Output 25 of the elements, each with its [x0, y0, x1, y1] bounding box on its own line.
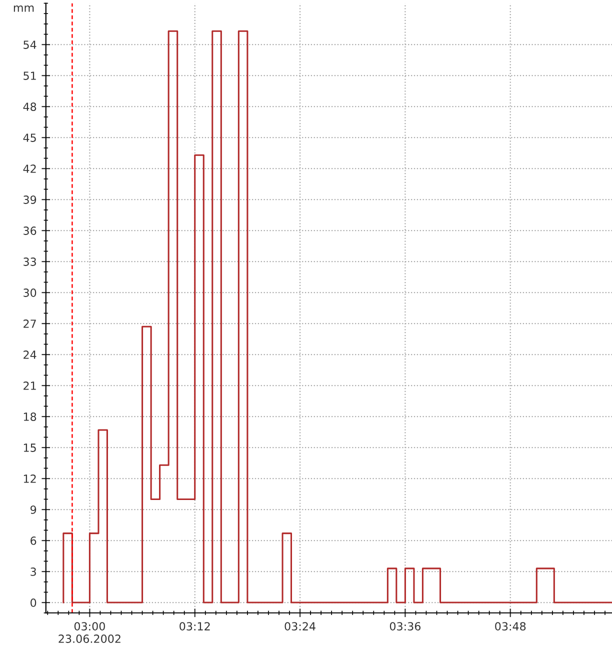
y-tick-label: 54	[24, 40, 36, 49]
y-tick-label: 0	[30, 598, 36, 607]
y-tick-label: 48	[23, 102, 36, 111]
y-tick-label: 36	[24, 226, 36, 235]
y-tick-label: 45	[23, 134, 36, 142]
y-axis-title: mm	[14, 5, 34, 12]
y-tick-label: 42	[23, 164, 36, 173]
y-tick-label: 21	[24, 382, 36, 390]
y-tick-label: 27	[24, 320, 36, 328]
y-tick-label: 33	[24, 258, 36, 266]
y-tick-label: 18	[24, 412, 36, 421]
y-tick-label: 51	[24, 72, 36, 80]
y-tick-label: 24	[24, 350, 36, 359]
x-tick-label: 03:36	[390, 622, 421, 631]
y-tick-label: 3	[30, 568, 36, 576]
y-tick-label: 12	[24, 474, 36, 483]
x-tick-label: 03:24	[284, 622, 316, 631]
y-tick-label: 39	[24, 196, 36, 204]
y-tick-label: 9	[30, 506, 36, 514]
y-tick-label: 6	[30, 536, 36, 545]
x-tick-label: 03:00 23.06.2002	[58, 622, 120, 643]
x-tick-label: 03:12	[180, 622, 210, 631]
x-tick-label: 03:48	[495, 622, 526, 631]
y-tick-label: 30	[24, 288, 36, 297]
y-tick-label: 15	[24, 444, 36, 452]
